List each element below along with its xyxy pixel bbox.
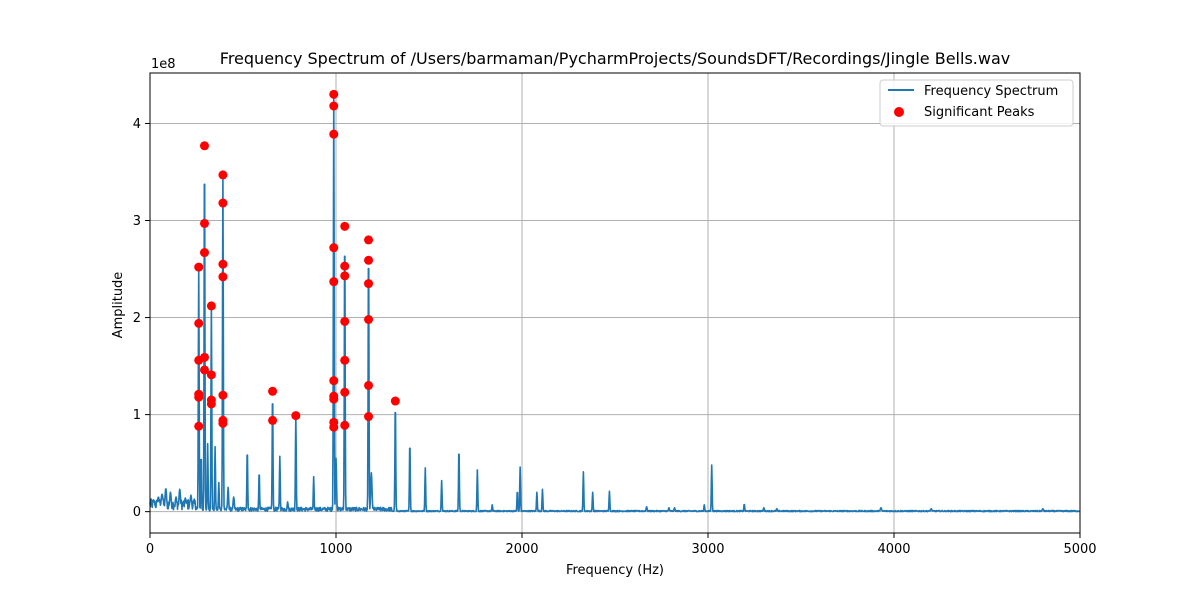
peak-marker — [329, 394, 339, 404]
peak-marker — [206, 370, 216, 380]
x-axis-label: Frequency (Hz) — [566, 563, 664, 578]
x-tick-label: 2000 — [505, 542, 538, 557]
x-tick-label: 0 — [146, 542, 154, 557]
peak-marker — [194, 392, 204, 402]
peak-marker — [329, 422, 339, 432]
peak-marker — [364, 380, 374, 390]
peak-marker — [218, 272, 228, 282]
peak-marker — [329, 277, 339, 287]
peak-marker — [199, 218, 209, 228]
chart-title: Frequency Spectrum of /Users/barmaman/Py… — [220, 49, 1010, 68]
peak-marker — [340, 355, 350, 365]
legend-marker-swatch — [894, 107, 904, 117]
peak-marker — [340, 221, 350, 231]
plot-area — [149, 89, 1081, 513]
peak-marker — [194, 318, 204, 328]
y-tick-label: 2 — [133, 311, 141, 326]
peak-marker — [364, 255, 374, 265]
peak-marker — [340, 316, 350, 326]
peak-marker — [340, 420, 350, 430]
peak-marker — [199, 365, 209, 375]
x-tick-label: 1000 — [319, 542, 352, 557]
peak-marker — [218, 259, 228, 269]
peak-marker — [340, 271, 350, 281]
peak-marker — [218, 198, 228, 208]
peak-marker — [268, 415, 278, 425]
peak-marker — [199, 248, 209, 258]
peak-marker — [329, 376, 339, 386]
peak-marker — [364, 412, 374, 422]
peak-marker — [194, 262, 204, 272]
x-tick-label: 4000 — [877, 542, 910, 557]
legend-frame — [879, 79, 1074, 127]
peak-marker — [268, 386, 278, 396]
peak-marker — [194, 421, 204, 431]
y-tick-label: 1 — [133, 408, 141, 423]
peak-marker — [199, 141, 209, 151]
x-tick-label: 5000 — [1063, 542, 1096, 557]
legend-label-spectrum: Frequency Spectrum — [924, 84, 1058, 99]
peak-marker — [291, 411, 301, 421]
peak-marker — [218, 170, 228, 180]
peak-marker — [329, 101, 339, 111]
peak-marker — [329, 243, 339, 253]
y-tick-label: 0 — [133, 505, 141, 520]
y-tick-label: 4 — [133, 117, 141, 132]
peak-marker — [206, 301, 216, 311]
peak-marker — [218, 418, 228, 428]
peak-marker — [329, 129, 339, 139]
y-axis-offset-label: 1e8 — [151, 57, 176, 72]
peak-marker — [390, 396, 400, 406]
legend-label-peaks: Significant Peaks — [924, 105, 1035, 120]
peak-marker — [340, 261, 350, 271]
y-tick-label: 3 — [133, 214, 141, 229]
peak-marker — [340, 387, 350, 397]
legend: Frequency Spectrum Significant Peaks — [879, 79, 1074, 127]
peak-marker — [364, 314, 374, 324]
axes: 0 1000 2000 3000 4000 5000 0 1 2 3 4 — [133, 72, 1097, 557]
y-axis-label: Amplitude — [111, 272, 126, 339]
x-tick-label: 3000 — [691, 542, 724, 557]
peak-marker — [364, 235, 374, 245]
peak-marker — [218, 390, 228, 400]
peak-marker — [329, 89, 339, 99]
axes-frame — [149, 72, 1081, 534]
peak-marker — [206, 399, 216, 409]
peak-marker — [199, 352, 209, 362]
spectrum-line — [149, 93, 1081, 513]
peak-marker — [364, 279, 374, 289]
